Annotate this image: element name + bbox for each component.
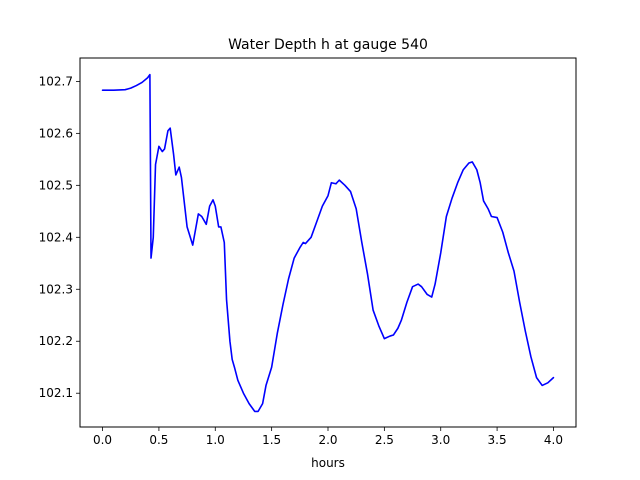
- y-tick-label: 102.4: [39, 230, 73, 244]
- x-axis-label: hours: [311, 456, 345, 470]
- x-tick-label: 0.5: [149, 433, 168, 447]
- x-tick-label: 3.5: [488, 433, 507, 447]
- x-tick-label: 2.0: [318, 433, 337, 447]
- series-line-0: [101, 73, 555, 413]
- y-tick-label: 102.2: [39, 334, 73, 348]
- x-tick-label: 4.0: [544, 433, 563, 447]
- y-tick-label: 102.1: [39, 386, 73, 400]
- y-tick-label: 102.7: [39, 74, 73, 88]
- y-tick-label: 102.5: [39, 178, 73, 192]
- y-tick-label: 102.6: [39, 126, 73, 140]
- x-tick-label: 2.5: [375, 433, 394, 447]
- x-tick-label: 1.5: [262, 433, 281, 447]
- chart-title: Water Depth h at gauge 540: [228, 37, 428, 53]
- x-tick-label: 1.0: [206, 433, 225, 447]
- y-tick-label: 102.3: [39, 282, 73, 296]
- x-tick-label: 0.0: [93, 433, 112, 447]
- x-tick-label: 3.0: [431, 433, 450, 447]
- plot-area: 0.0 0.5 1.0 1.5 2.0 2.5 3.0 3.5 4.0 102.1 102.2 102…: [39, 57, 577, 447]
